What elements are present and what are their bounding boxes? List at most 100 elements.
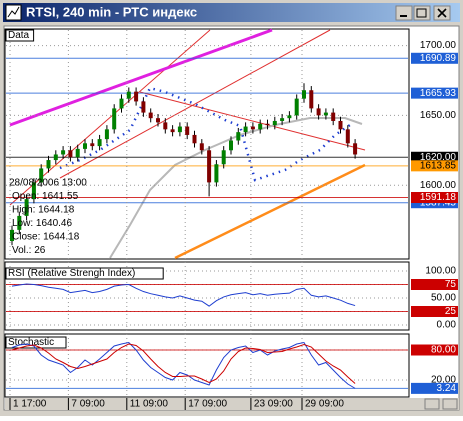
level-label: 3.24 [437, 383, 457, 394]
candle-body [10, 229, 14, 242]
y-tick-label: 1650.00 [420, 110, 457, 121]
candle-body [192, 134, 197, 144]
candle-body [68, 150, 73, 158]
level-box [411, 344, 458, 356]
candle-body [199, 143, 204, 151]
level-box [411, 160, 458, 172]
candle-body [177, 126, 182, 133]
candle-body [302, 90, 306, 99]
info-close: Close: 1644.18 [12, 232, 80, 243]
candle-body [243, 126, 248, 133]
y-tick-label: 100.00 [425, 266, 456, 277]
level-label: 1665.93 [420, 88, 457, 99]
level-label: 1690.89 [420, 53, 457, 64]
candle-body [272, 120, 277, 126]
info-date: 28/08/2006 13:00 [9, 178, 87, 189]
panel-title: Stochastic [8, 337, 54, 348]
minimize-button[interactable] [395, 5, 413, 21]
stoch-panel [4, 333, 410, 398]
series-line [11, 343, 356, 384]
support-line [174, 163, 366, 260]
candle-body [61, 150, 66, 155]
level-box [411, 87, 458, 99]
candle-body [24, 199, 29, 216]
candle-body [353, 143, 358, 155]
scroll-right[interactable] [442, 398, 458, 410]
candle-body [229, 140, 233, 151]
maximize-button[interactable] [413, 5, 431, 21]
candle-body [134, 91, 139, 102]
x-tick-label: 7 09:00 [71, 399, 105, 410]
y-tick-label: 1700.00 [420, 40, 457, 51]
candle-body [316, 108, 321, 116]
icon-line [7, 6, 20, 18]
candle-body [294, 98, 299, 116]
panel-title-box [5, 267, 164, 280]
candle-body [126, 91, 131, 99]
level-box [411, 306, 458, 317]
candle-body [323, 112, 328, 116]
time-axis [5, 398, 459, 410]
level-label: 1620.00 [420, 152, 457, 163]
candle-body [83, 143, 87, 149]
candle-body [331, 112, 336, 121]
level-label: 1591.18 [420, 192, 457, 203]
candle-body [214, 164, 219, 183]
candle-body [97, 139, 102, 147]
level-box [411, 382, 458, 394]
candle-body [17, 215, 22, 230]
candle-body [31, 182, 36, 200]
candle-body [156, 118, 160, 123]
candle-body [345, 129, 350, 144]
candle-body [104, 129, 109, 140]
candle-body [258, 123, 263, 130]
close-glyph [437, 8, 447, 18]
candle-body [265, 123, 270, 126]
panel-title-box [5, 29, 35, 42]
candle-body [112, 108, 117, 130]
candle-body [75, 148, 80, 158]
info-high: High: 1644.18 [12, 205, 75, 216]
candle-body [338, 120, 343, 130]
info-open: Open: 1641.55 [12, 191, 79, 202]
x-tick-label: 23 09:00 [254, 399, 293, 410]
y-tick-label: 1600.00 [420, 180, 457, 191]
candle-body [287, 115, 292, 119]
info-low: Low: 1640.46 [12, 218, 72, 229]
info-vol: Vol.: 26 [12, 245, 46, 256]
candle-body [185, 126, 190, 135]
series-line [11, 341, 356, 389]
x-tick-label: 17 09:00 [188, 399, 227, 410]
level-box [411, 52, 458, 64]
level-label: 75 [445, 279, 457, 290]
candle-body [280, 118, 285, 121]
window-buttons[interactable] [395, 5, 451, 21]
level-box [411, 279, 458, 290]
trend-line [59, 29, 331, 179]
rsi-panel [4, 261, 410, 331]
channel-line [9, 28, 273, 127]
candle-body [236, 132, 241, 141]
y-tick-label: 0.00 [437, 320, 457, 331]
candle-body [53, 154, 58, 161]
main-panel [4, 28, 410, 260]
panel-title: RSI (Relative Strengh Index) [8, 268, 135, 279]
series-line [11, 283, 356, 307]
candle-body [221, 150, 226, 165]
scroll-left[interactable] [424, 398, 440, 410]
y-tick-label: 50.00 [431, 293, 456, 304]
candle-body [141, 101, 146, 113]
moving-average [109, 117, 363, 259]
maximize-glyph [416, 8, 427, 18]
candle-body [119, 98, 124, 109]
candle-body [163, 122, 168, 130]
candle-body [309, 90, 314, 109]
level-box [411, 192, 458, 204]
x-tick-label: 29 09:00 [305, 399, 344, 410]
level-box [411, 151, 458, 163]
candle-body [148, 112, 153, 119]
level-label: 80.00 [431, 345, 456, 356]
client-area [3, 25, 460, 411]
indicator-overlays [6, 28, 408, 397]
